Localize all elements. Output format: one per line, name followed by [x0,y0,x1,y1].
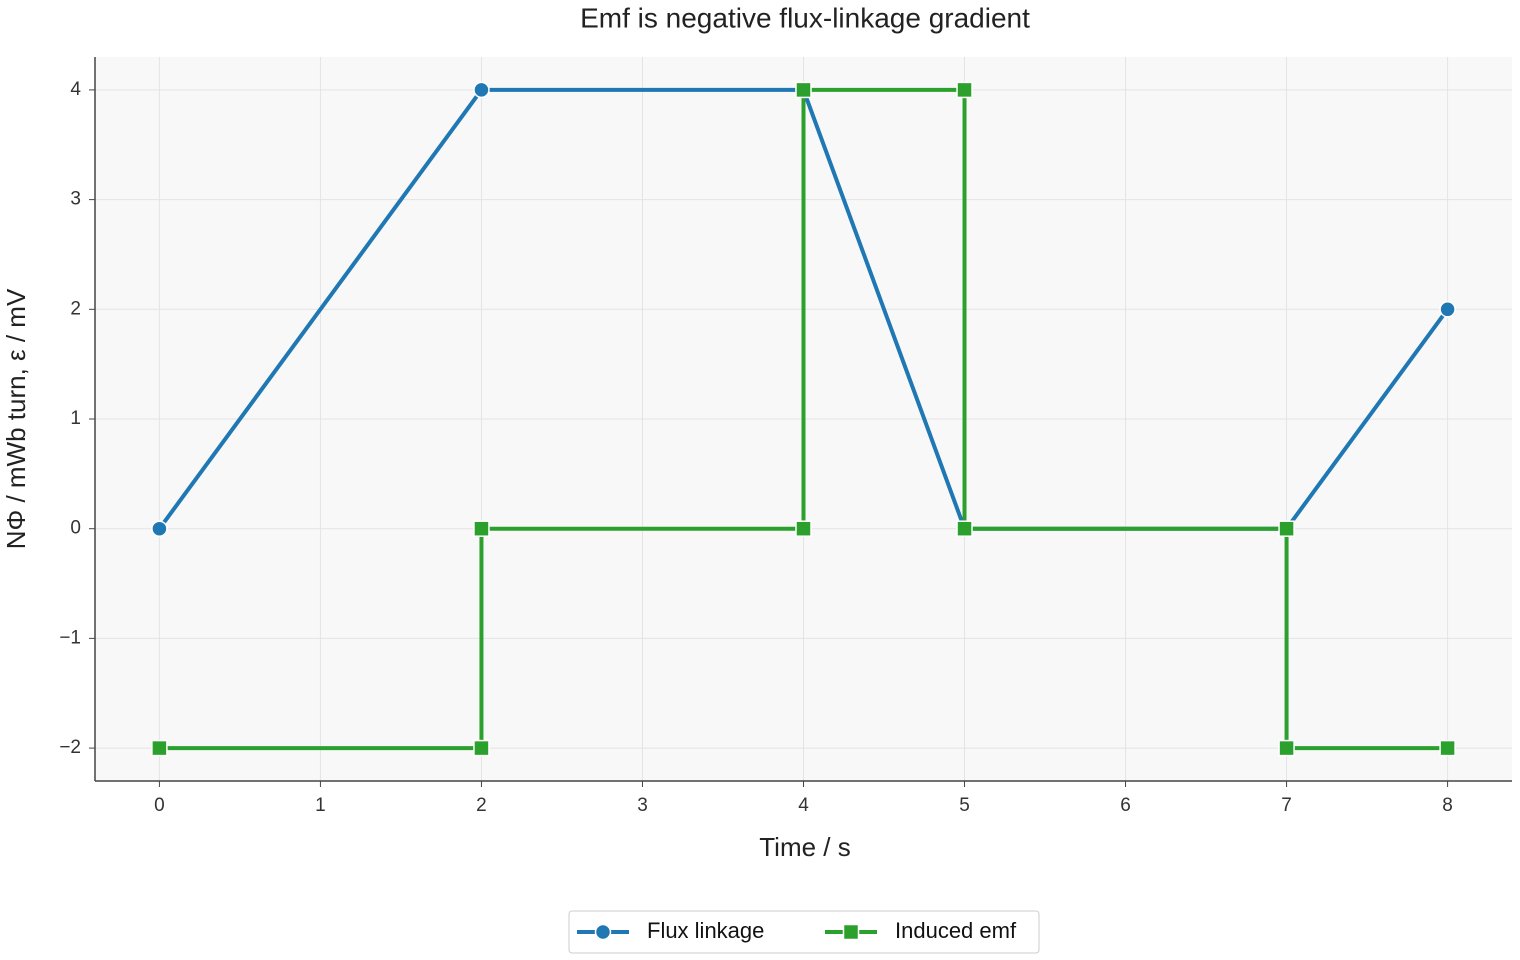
data-point [795,520,812,537]
y-tick-label: 0 [70,518,81,539]
x-tick-label: 0 [154,795,165,816]
data-point [1278,739,1295,757]
y-tick-label: 1 [70,408,81,429]
legend-label: Induced emf [895,918,1017,943]
x-tick-label: 8 [1442,795,1453,816]
data-point [151,520,168,537]
x-tick-label: 1 [315,795,326,816]
data-point [473,81,490,99]
y-tick-label: −2 [59,737,81,758]
x-tick-label: 5 [959,795,970,816]
legend [568,910,1040,954]
data-point [956,81,973,99]
data-point [795,81,812,99]
x-tick-label: 3 [637,795,648,816]
x-tick-label: 2 [476,795,487,816]
y-tick-label: −1 [59,627,81,648]
data-point [1439,301,1456,318]
y-tick-label: 4 [70,79,81,100]
y-axis-label: NΦ / mWb turn, ε / mV [1,288,31,549]
x-axis-label: Time / s [759,832,850,862]
data-point [1278,520,1295,537]
data-point [473,520,490,537]
chart-title: Emf is negative flux-linkage gradient [580,2,1030,33]
data-point [151,739,168,757]
legend-marker [842,923,860,941]
series-line [159,87,1448,751]
x-tick-label: 6 [1120,795,1131,816]
legend-marker [594,923,612,941]
x-tick-label: 7 [1281,795,1292,816]
data-point [1439,739,1456,757]
data-point [473,739,490,757]
y-tick-label: 3 [70,189,81,210]
x-tick-label: 4 [798,795,809,816]
data-point [956,520,973,537]
series-line [157,87,1450,531]
y-tick-label: 2 [70,298,81,319]
legend-label: Flux linkage [647,918,764,943]
